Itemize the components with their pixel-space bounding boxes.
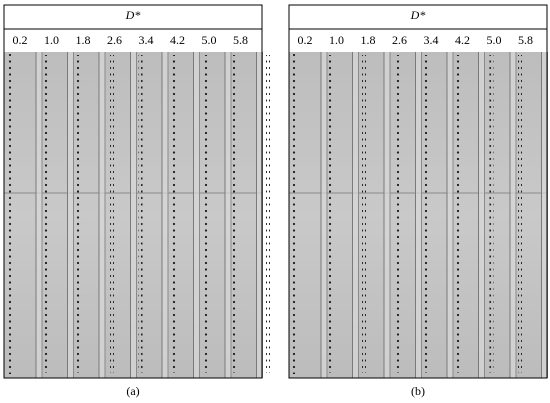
column-label: 5.8 [518,33,533,47]
particle-trace [77,55,81,373]
particle-trace [456,55,461,373]
particle-trace [44,55,48,373]
particle-trace [423,55,428,373]
panel: 0.2 1.0 1.8 2.6 3.4 4.2 5.0 5.8 D* (a) [3,4,270,398]
column-label: 5.0 [202,33,217,47]
column-label: 0.2 [13,33,28,47]
particle-trace [110,55,114,373]
particle-trace [138,55,143,373]
column-label: 2.6 [107,33,122,47]
particle-trace [362,55,366,373]
panel-caption: (a) [126,384,139,398]
rod [384,52,390,378]
column-label: 2.6 [392,33,407,47]
column-label: 4.2 [170,33,185,47]
panel-border [288,4,548,379]
rod [130,52,137,378]
particle-trace [395,55,399,373]
rod [541,52,548,378]
column-label: 3.4 [424,33,439,47]
panel-header: D* [410,8,426,22]
column-label: 0.2 [298,33,313,47]
particle-trace [171,55,176,373]
rod [510,52,516,378]
rod [352,52,359,378]
column-label: 1.8 [361,33,376,47]
rod [447,52,453,378]
panel: 0.2 1.0 1.8 2.6 3.4 4.2 5.0 5.8 D* (b) [288,4,548,398]
particle-trace [489,55,494,373]
rod [415,52,422,378]
column-label: 4.2 [455,33,470,47]
rod [36,52,42,378]
rod [321,52,327,378]
particle-trace [233,55,237,373]
column-label: 1.8 [76,33,91,47]
panel-border [3,4,263,379]
particle-trace [518,55,522,373]
rod [256,52,263,378]
rod [193,52,200,378]
rod [99,52,105,378]
rod [225,52,231,378]
particle-trace [329,55,333,373]
column-label: 1.0 [44,33,59,47]
dots-edge [7,54,11,374]
column-label: 5.8 [233,33,248,47]
rod [162,52,168,378]
particle-trace [204,55,209,373]
dots-edge [292,54,296,374]
rod [67,52,74,378]
column-label: 1.0 [329,33,344,47]
particle-trace [266,55,270,373]
column-label: 5.0 [487,33,502,47]
panel-header: D* [125,8,141,22]
panel-caption: (b) [411,384,425,398]
column-label: 3.4 [139,33,154,47]
rod [478,52,485,378]
